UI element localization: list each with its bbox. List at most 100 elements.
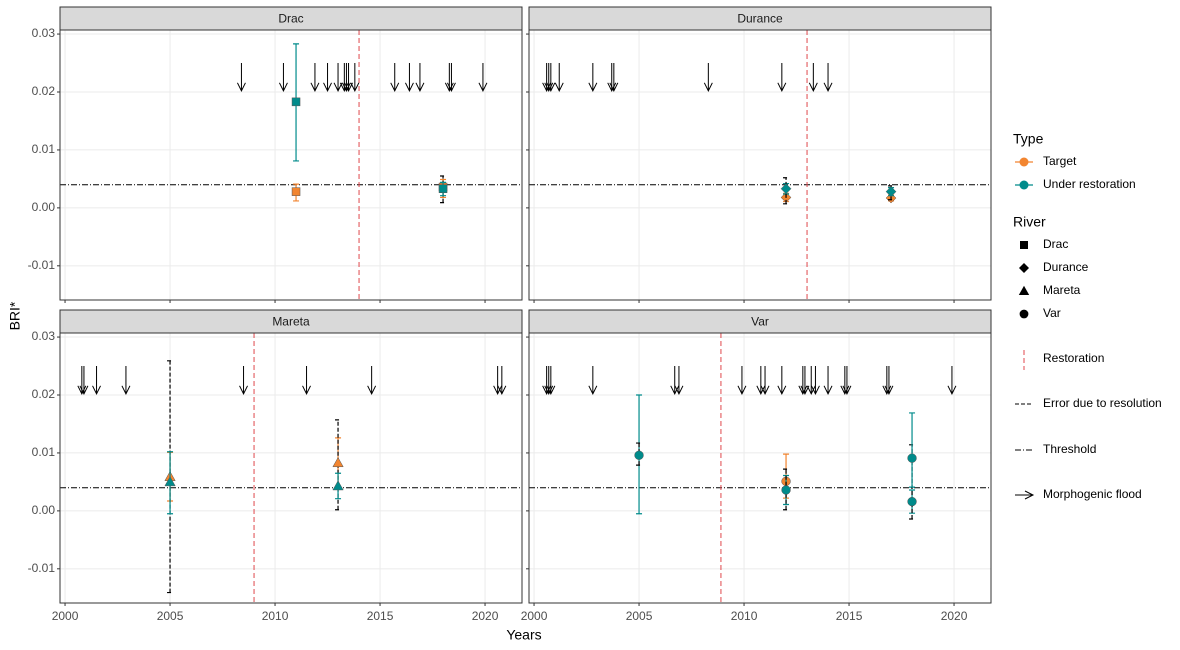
x-tick-label: 2005: [157, 609, 184, 623]
legend-label: Target: [1043, 154, 1077, 168]
resolution-error-bar: [636, 442, 643, 466]
flood-arrow: [823, 63, 833, 92]
flood-arrow: [493, 366, 503, 395]
flood-arrow: [842, 366, 852, 395]
point: [781, 485, 791, 495]
flood-arrow: [806, 366, 816, 395]
x-tick-label: 2005: [626, 609, 653, 623]
y-tick-label: -0.01: [28, 258, 56, 272]
flood-arrow: [546, 63, 556, 92]
flood-arrow: [777, 366, 787, 395]
point: [164, 476, 176, 487]
strip-label: Drac: [278, 12, 303, 26]
error-bar: [909, 412, 916, 488]
point: [291, 97, 301, 107]
flood-arrow: [810, 366, 820, 395]
legend-title: Type: [1013, 131, 1044, 147]
flood-arrow: [121, 366, 131, 395]
flood-arrow: [236, 63, 246, 92]
point: [438, 184, 448, 194]
flood-arrow: [404, 63, 414, 92]
flood-arrow: [588, 63, 598, 92]
strip-label: Var: [751, 315, 769, 329]
legend-title: River: [1013, 214, 1046, 230]
flood-arrow: [823, 366, 833, 395]
legend-label: Mareta: [1043, 283, 1081, 297]
legend-label: Var: [1043, 306, 1061, 320]
strip-label: Durance: [737, 12, 783, 26]
flood-arrow: [609, 63, 619, 92]
x-tick-label: 2020: [941, 609, 968, 623]
legend-key: [1019, 263, 1029, 273]
flood-arrow: [808, 63, 818, 92]
flood-arrow: [344, 63, 353, 92]
point: [780, 183, 792, 195]
strip-label: Mareta: [272, 315, 310, 329]
flood-arrow: [333, 63, 343, 92]
panel-background: [60, 30, 522, 300]
flood-arrow: [800, 366, 810, 395]
flood-arrow: [760, 366, 770, 395]
y-tick-label: 0.03: [32, 26, 56, 40]
flood-arrow: [239, 366, 248, 395]
point: [332, 480, 344, 491]
flood-arrow: [446, 63, 456, 92]
flood-arrow: [777, 63, 787, 92]
legend-label: Morphogenic flood: [1043, 487, 1142, 501]
legend-key: [1015, 490, 1035, 500]
legend-label: Drac: [1043, 237, 1068, 251]
x-axis-label: Years: [506, 627, 541, 643]
x-tick-label: 2000: [52, 609, 79, 623]
flood-arrow: [278, 63, 288, 92]
flood-arrow: [554, 63, 564, 92]
x-tick-label: 2000: [521, 609, 548, 623]
flood-arrow: [367, 366, 377, 395]
y-axis-label: BRI*: [7, 301, 23, 330]
panel-background: [529, 30, 991, 300]
x-tick-label: 2010: [731, 609, 758, 623]
legend-key: [1020, 241, 1028, 249]
panel-border: [528, 29, 992, 301]
legend-key: [1019, 157, 1029, 167]
y-tick-label: 0.02: [32, 84, 56, 98]
x-tick-label: 2010: [262, 609, 289, 623]
y-tick-label: 0.02: [32, 387, 56, 401]
legend-label: Under restoration: [1043, 177, 1136, 191]
legend-key: [1018, 285, 1030, 295]
legend-label: Durance: [1043, 260, 1089, 274]
flood-arrow: [737, 366, 747, 395]
flood-arrow: [947, 366, 957, 395]
y-tick-label: 0.03: [32, 329, 56, 343]
point: [907, 496, 917, 507]
flood-arrow: [670, 366, 680, 395]
legend-key: [1019, 180, 1029, 190]
flood-arrow: [92, 366, 101, 395]
x-tick-label: 2020: [472, 609, 499, 623]
flood-arrow: [884, 366, 894, 395]
flood-arrow: [415, 63, 425, 92]
point: [291, 187, 301, 196]
panel-border: [59, 29, 523, 301]
legend-label: Error due to resolution: [1043, 396, 1162, 410]
legend-key: [1019, 309, 1029, 319]
flood-arrow: [350, 63, 360, 92]
flood-arrow: [588, 366, 598, 395]
flood-arrow: [302, 366, 311, 395]
panel-background: [60, 333, 522, 603]
panel-border: [59, 332, 523, 604]
flood-arrow: [323, 63, 332, 92]
legend-label: Restoration: [1043, 351, 1104, 365]
point: [332, 457, 344, 468]
flood-arrow: [756, 366, 766, 395]
flood-arrow: [497, 366, 507, 395]
flood-arrow: [703, 63, 713, 92]
y-tick-label: 0.01: [32, 445, 56, 459]
flood-arrow: [79, 366, 89, 395]
point: [634, 450, 644, 460]
flood-arrow: [478, 63, 488, 92]
point: [885, 186, 897, 198]
panel-border: [528, 332, 992, 604]
legend-label: Threshold: [1043, 442, 1096, 456]
flood-arrow: [674, 366, 684, 395]
